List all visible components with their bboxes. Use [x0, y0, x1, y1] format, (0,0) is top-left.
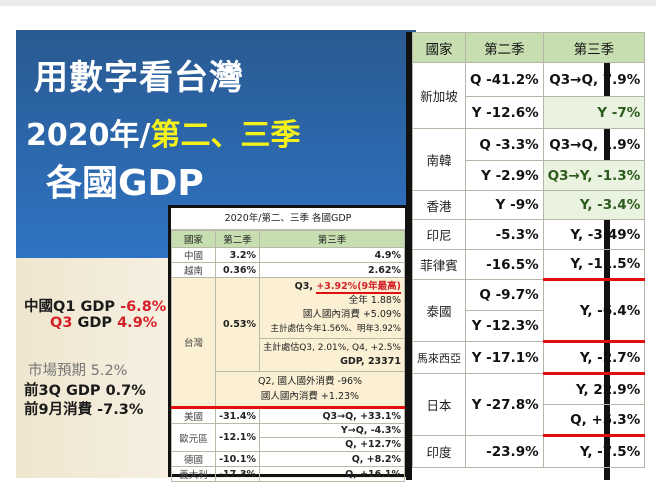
table-row-india: 印度 -23.9% Y, -7.5%	[412, 435, 646, 468]
market-expectation-note: 市場預期 5.2%	[28, 363, 128, 379]
taiwan-q3-headline: Q3, +3.92%(9年最高)	[294, 281, 401, 294]
table-row-china: 中國 3.2% 4.9%	[171, 247, 405, 263]
table-row-japan: 日本 Y -27.8% Y, 22.9%	[412, 373, 646, 436]
table-row-korea-b: Y -2.9% Q3→Y, -1.3%	[413, 160, 646, 191]
table-row-taiwan: 台灣 0.53% Q3, +3.92%(9年最高) 全年 1.88% 國人國內消…	[171, 277, 405, 409]
table-row-hongkong: 香港 Y -9% Y, -3.4%	[412, 190, 646, 220]
slide-subtitle: 2020年/第二、三季	[26, 110, 300, 154]
table-header-row: 國家 第二季 第三季	[412, 32, 646, 63]
slide-title-gdp: 各國GDP	[46, 163, 204, 204]
table-row-japan-b: Q, +5.3%	[413, 404, 646, 437]
table-row-philippines: 菲律賓 -16.5% Y, -11.5%	[412, 249, 646, 281]
table-row-germany: 德國 -10.1% Q, +8.2%	[171, 451, 405, 467]
table-row-eurozone: 歐元區 -12.1% Y→Q, -4.3%	[171, 423, 405, 452]
slide-title: 用數字看台灣	[34, 58, 244, 98]
table-row-singapore: 新加坡 Q -41.2% Q3→Q, 7.9%	[412, 62, 646, 129]
asia-gdp-table: 國家 第二季 第三季 新加坡 Q -41.2% Q3→Q, 7.9% Y -12…	[406, 32, 646, 480]
table-row-singapore-b: Y -12.6% Y -7%	[413, 96, 646, 129]
table-row-indonesia: 印尼 -5.3% Y, -3.49%	[412, 219, 646, 250]
table-row-usa: 美國 -31.4% Q3→Q, +33.1%	[171, 407, 405, 424]
top-bar	[0, 0, 656, 6]
first-9m-consumption-note: 前9月消費 -7.3%	[24, 402, 144, 418]
table-row-thailand-b: Y -12.3%	[413, 310, 645, 342]
table-row-malaysia: 馬來西亞 Y -17.1% Y, -2.7%	[412, 341, 646, 375]
first-3q-gdp-note: 前3Q GDP 0.7%	[24, 383, 146, 399]
table-header-row: 國家 第二季 第三季	[171, 230, 405, 248]
table-row-thailand: 泰國 Q -9.7% Y, -6.4%	[412, 279, 646, 343]
table-row-taiwan-q2: Q2, 國人國外消費 -96% 國人國內消費 +1.23%	[172, 371, 405, 409]
subtitle-year: 2020年/	[26, 118, 151, 153]
table-row-korea: 南韓 Q -3.3% Q3→Q, 1.9%	[412, 128, 646, 191]
china-q1-note: 中國Q1 GDP -6.8%	[24, 299, 167, 315]
table-row-vietnam: 越南 0.36% 2.62%	[171, 262, 405, 278]
table-row-taiwan-forecast: 主計處估Q3, 2.01%, Q4, +2.5% GDP, 23371	[172, 338, 405, 372]
subtitle-quarters: 第二、三季	[150, 118, 301, 153]
table-row-italy: 義大利 -17.3% Q, +16.1%	[171, 466, 405, 482]
small-gdp-table: 2020年/第二、三季 各國GDP 國家 第二季 第三季 中國 3.2% 4.9…	[168, 205, 408, 482]
small-table-caption: 2020年/第二、三季 各國GDP	[171, 208, 405, 230]
china-q3-note: Q3 GDP 4.9%	[50, 315, 158, 331]
